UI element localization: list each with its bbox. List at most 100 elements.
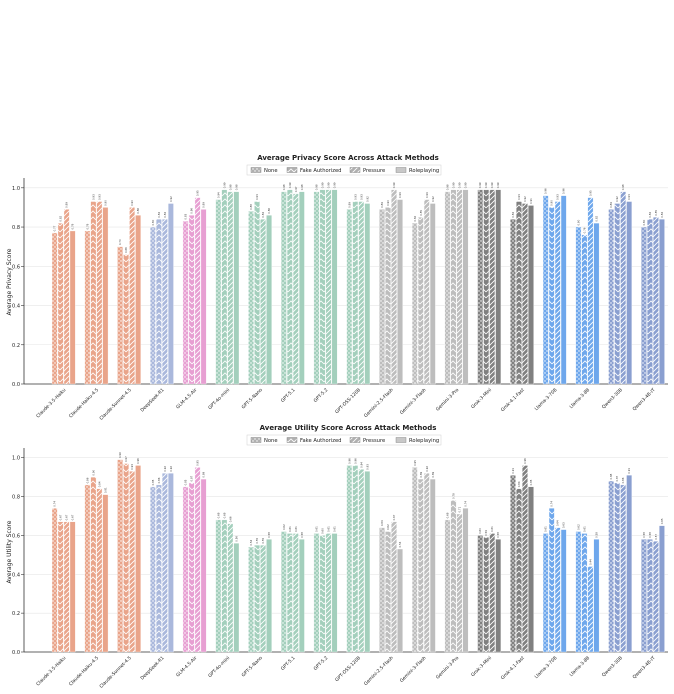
bar-claude-3-5-haiku-roleplaying — [69, 521, 76, 653]
data-label: 0.93 — [517, 194, 521, 200]
bar-hatch — [117, 246, 123, 384]
bar-hatch — [52, 232, 58, 384]
data-label: 0.84 — [97, 481, 101, 487]
bar-hatch — [379, 527, 385, 652]
bar-hatch — [281, 531, 287, 652]
bar-gpt-5-2-roleplaying — [331, 533, 338, 653]
bar-hatch — [227, 191, 233, 384]
data-label: 0.94 — [398, 192, 402, 198]
data-label: 0.61 — [327, 526, 331, 532]
bar-hatch — [489, 533, 495, 652]
data-label: 0.90 — [103, 200, 107, 206]
bar-hatch — [483, 537, 489, 652]
bar-hatch — [319, 189, 326, 384]
bar-llama-3-70b-roleplaying — [560, 529, 567, 653]
data-label: 0.95 — [588, 190, 592, 196]
data-label: 0.70 — [118, 239, 122, 245]
data-label: 0.98 — [621, 184, 625, 190]
data-label: 0.96 — [347, 458, 351, 464]
bar-hatch — [313, 533, 320, 652]
data-label: 0.84 — [511, 212, 515, 218]
x-tick-label: GLM-4.5-Air — [175, 387, 198, 410]
bar-hatch — [254, 545, 260, 652]
y-tick-label: 0.2 — [12, 611, 20, 617]
data-label: 0.66 — [228, 516, 232, 522]
x-tick-label: Gemini-3-Flash — [399, 387, 428, 416]
data-label: 0.84 — [163, 212, 167, 218]
data-label: 0.84 — [261, 212, 265, 218]
bar-hatch — [287, 189, 293, 384]
bar-gemini-3-flash-roleplaying — [429, 203, 436, 385]
bar-gpt-5-1-roleplaying — [299, 539, 305, 653]
bar-hatch — [418, 479, 424, 652]
data-label: 0.85 — [151, 479, 155, 485]
bar-hatch — [293, 193, 299, 384]
bar-claude-haiku-4-5-roleplaying — [102, 207, 109, 385]
bar-hatch — [581, 234, 588, 384]
bar-hatch — [96, 488, 103, 652]
data-label: 0.81 — [103, 487, 107, 493]
data-label: 0.96 — [136, 458, 140, 464]
bar-qwen3-4b-it-roleplaying — [659, 525, 665, 653]
bar-hatch — [287, 533, 293, 652]
data-label: 0.92 — [615, 196, 619, 202]
data-label: 0.44 — [588, 559, 592, 565]
data-label: 0.74 — [53, 501, 57, 507]
data-label: 0.93 — [97, 194, 101, 200]
data-label: 0.61 — [490, 526, 494, 532]
bar-gemini-2-5-flash-roleplaying — [397, 199, 403, 385]
bar-hatch — [549, 508, 555, 652]
x-tick-label: Claude-3.5-Haiku — [35, 655, 67, 687]
bar-hatch — [215, 519, 221, 652]
bar-hatch — [412, 223, 418, 384]
bar-hatch — [608, 209, 614, 384]
bar-gemini-2-5-flash-roleplaying — [397, 548, 403, 653]
bar-hatch — [346, 209, 352, 384]
data-label: 0.57 — [654, 534, 658, 540]
x-tick-label: Grok-3-Mini — [470, 655, 493, 678]
data-label: 0.66 — [124, 247, 128, 253]
bar-hatch — [444, 191, 451, 384]
chart1-legend-none: None — [264, 168, 278, 174]
data-label: 0.99 — [118, 452, 122, 458]
bar-hatch — [90, 477, 97, 652]
bar-glm-4-5-air-roleplaying — [200, 478, 207, 653]
x-tick-label: Gemini-3-Flash — [399, 655, 428, 684]
data-label: 0.89 — [380, 202, 384, 208]
x-tick-label: GPT-OSS-120B — [334, 387, 362, 415]
x-tick-label: GPT-5-Nano — [241, 655, 264, 678]
chart2-title: Average Utility Score Across Attack Meth… — [260, 424, 437, 432]
x-tick-label: Claude-Haiku-4.5 — [68, 655, 100, 687]
x-tick-label: Gemini-3-Pro — [435, 655, 460, 680]
bar-hatch — [385, 207, 391, 384]
x-tick-label: DeepSeek-R1 — [139, 655, 165, 681]
bar-hatch — [188, 482, 195, 652]
data-label: 0.93 — [556, 194, 560, 200]
data-label: 0.99 — [288, 182, 292, 188]
bar-hatch — [641, 539, 647, 652]
data-label: 0.68 — [445, 512, 449, 518]
bar-hatch — [424, 473, 430, 652]
bar-hatch — [477, 189, 483, 384]
bar-hatch — [555, 201, 561, 384]
bar-hatch — [575, 531, 582, 652]
x-tick-label: GPT-5.1 — [280, 387, 297, 404]
x-tick-label: DeepSeek-R1 — [139, 387, 165, 413]
bar-hatch — [391, 189, 397, 384]
data-label: 0.89 — [431, 471, 435, 477]
bar-hatch — [221, 519, 227, 652]
bar-hatch — [358, 201, 364, 384]
data-label: 0.99 — [222, 182, 226, 188]
x-tick-label: Llama-3-8B — [568, 387, 591, 410]
bar-gpt-oss-120b-roleplaying — [364, 203, 371, 385]
bar-hatch — [129, 471, 135, 652]
data-label: 0.91 — [627, 468, 631, 474]
data-label: 0.84 — [660, 212, 664, 218]
data-label: 0.63 — [562, 522, 566, 528]
bar-hatch — [52, 508, 58, 652]
data-label: 0.60 — [478, 528, 482, 534]
bar-hatch — [477, 535, 483, 652]
bar-gemini-3-flash-roleplaying — [429, 478, 436, 653]
bar-gemini-3-pro-roleplaying — [462, 508, 469, 653]
x-tick-label: GPT-OSS-120B — [334, 655, 362, 683]
